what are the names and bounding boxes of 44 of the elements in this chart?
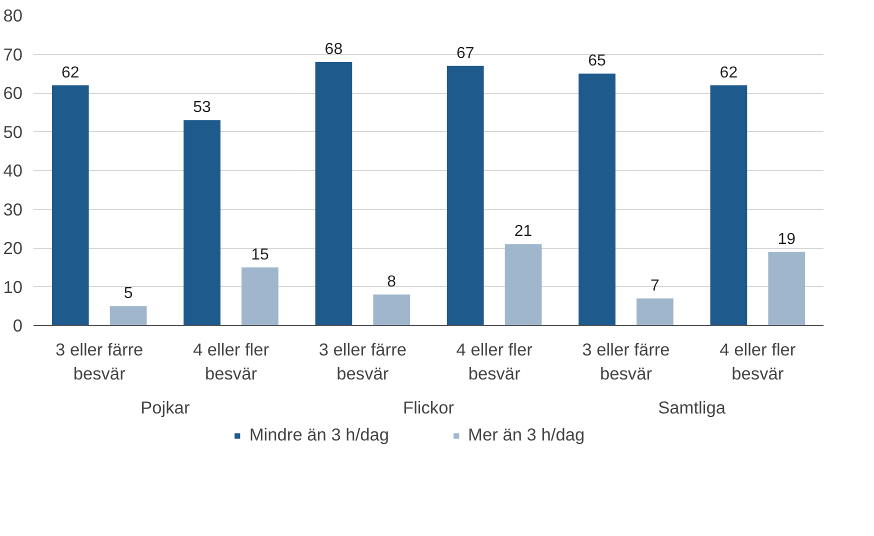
y-tick-label: 40 bbox=[3, 160, 23, 180]
bar bbox=[242, 267, 278, 326]
x-tick-label: 3 eller färre besvär bbox=[56, 340, 144, 384]
text: Flickor bbox=[402, 398, 454, 418]
text: Samtliga bbox=[658, 398, 726, 418]
data-label: 62 bbox=[720, 64, 738, 82]
data-label: 53 bbox=[193, 99, 212, 116]
x-tick-label: 4 eller fler besvär bbox=[456, 340, 533, 384]
y-tick-label: 80 bbox=[3, 6, 23, 26]
x-tick-label: 4 eller fler besvär bbox=[720, 340, 796, 384]
text: Pojkar bbox=[140, 398, 190, 418]
data-label: 65 bbox=[588, 52, 606, 70]
y-tick-label: 60 bbox=[3, 83, 23, 103]
data-label: 62 bbox=[61, 64, 80, 82]
bar bbox=[578, 74, 616, 326]
data-label: 7 bbox=[650, 277, 660, 294]
y-tick-label: 20 bbox=[3, 238, 23, 258]
bar bbox=[636, 298, 674, 326]
legend-label: Mindre än 3 h/dag bbox=[249, 424, 390, 446]
y-tick-label: 50 bbox=[3, 122, 23, 142]
bar bbox=[373, 294, 410, 326]
bar bbox=[446, 66, 484, 326]
y-tick-label: 0 bbox=[12, 316, 23, 336]
bar bbox=[52, 85, 89, 326]
data-label: 21 bbox=[514, 223, 532, 240]
bar bbox=[110, 306, 147, 326]
data-label: 8 bbox=[387, 274, 396, 290]
y-tick-label: 70 bbox=[3, 44, 23, 64]
x-tick-label: 4 eller fler besvär bbox=[192, 340, 270, 384]
data-label: 67 bbox=[456, 44, 474, 62]
bar bbox=[315, 62, 352, 326]
x-tick-label: 3 eller färre besvär bbox=[318, 340, 406, 384]
data-label: 15 bbox=[251, 246, 269, 264]
data-label: 68 bbox=[324, 41, 343, 58]
bar bbox=[768, 252, 806, 326]
x-tick-label: 3 eller färre besvär bbox=[582, 340, 670, 384]
y-tick-label: 10 bbox=[3, 276, 23, 297]
legend-label: Mer än 3 h/dag bbox=[468, 424, 585, 446]
bar bbox=[504, 244, 542, 326]
y-tick-label: 30 bbox=[3, 199, 23, 220]
bar bbox=[710, 85, 748, 326]
data-label: 5 bbox=[124, 285, 133, 302]
data-label: 19 bbox=[778, 230, 796, 248]
bar bbox=[184, 120, 220, 326]
